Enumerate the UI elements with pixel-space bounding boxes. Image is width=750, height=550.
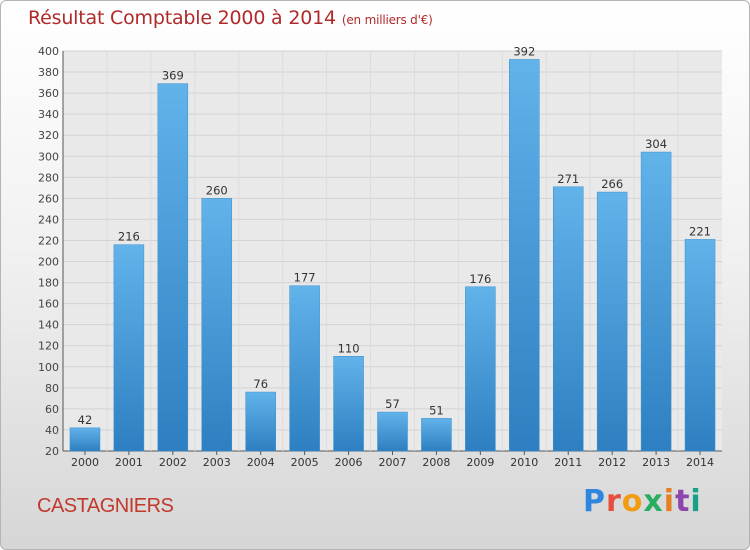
logo-letter: r — [606, 484, 622, 519]
bar-2005[interactable] — [289, 285, 320, 452]
x-tick-label: 2005 — [291, 456, 319, 469]
chart-unit-label: (en milliers d'€) — [341, 13, 433, 27]
bar-2008[interactable] — [421, 418, 452, 452]
x-tick-label: 2001 — [115, 456, 143, 469]
y-tick-label: 100 — [38, 361, 59, 374]
bar-2001[interactable] — [113, 244, 145, 452]
bar-value-label: 76 — [253, 377, 268, 391]
bar-value-label: 57 — [385, 397, 400, 411]
y-tick-label: 180 — [38, 277, 59, 290]
x-tick-label: 2002 — [159, 456, 187, 469]
y-tick-label: 260 — [38, 192, 59, 205]
y-tick-label: 120 — [38, 340, 59, 353]
logo-letter: o — [621, 484, 644, 519]
bar-2009[interactable] — [465, 286, 496, 452]
logo-letter: t — [675, 484, 691, 519]
proxiti-logo[interactable]: Proxiti — [583, 487, 702, 517]
y-tick-label: 140 — [38, 319, 59, 332]
bar-2013[interactable] — [640, 151, 672, 452]
bar-2011[interactable] — [552, 186, 584, 452]
chart-title-text: Résultat Comptable 2000 à 2014 — [28, 7, 336, 29]
bar-2000[interactable] — [69, 427, 101, 452]
chart-title: Résultat Comptable 2000 à 2014 (en millie… — [28, 7, 433, 29]
y-tick-label: 360 — [38, 87, 59, 100]
y-tick-label: 40 — [45, 424, 59, 437]
x-tick-label: 2006 — [335, 456, 363, 469]
bar-value-label: 216 — [118, 230, 140, 244]
bar-value-label: 304 — [645, 137, 667, 151]
bar-value-label: 177 — [294, 271, 316, 285]
y-tick-label: 220 — [38, 234, 59, 247]
bar-value-label: 110 — [338, 341, 360, 355]
logo-letter: x — [643, 484, 664, 519]
y-tick-label: 320 — [38, 129, 59, 142]
y-tick-label: 60 — [45, 403, 59, 416]
bar-value-label: 271 — [557, 172, 579, 186]
y-tick-label: 80 — [45, 382, 59, 395]
y-tick-label: 280 — [38, 171, 59, 184]
bar-value-label: 51 — [429, 403, 444, 417]
bar-layer — [69, 59, 716, 452]
x-tick-label: 2013 — [642, 456, 670, 469]
logo-letter: i — [663, 484, 676, 519]
label-layer: 20 40 60 80 100 120 140 160 180 200 220 240 260 280 30… — [38, 44, 714, 469]
x-tick-label: 2012 — [598, 456, 626, 469]
y-tick-label: 300 — [38, 150, 59, 163]
x-tick-label: 2007 — [379, 456, 407, 469]
x-tick-label: 2009 — [466, 456, 494, 469]
x-tick-label: 2000 — [71, 456, 99, 469]
bar-2003[interactable] — [201, 198, 233, 452]
x-tick-label: 2004 — [247, 456, 275, 469]
bar-value-label: 369 — [162, 69, 184, 83]
y-tick-label: 20 — [45, 445, 59, 458]
bar-2010[interactable] — [509, 59, 540, 452]
y-tick-label: 340 — [38, 108, 59, 121]
bar-2002[interactable] — [157, 83, 189, 452]
bar-2007[interactable] — [377, 411, 408, 452]
city-name: CASTAGNIERS — [37, 495, 174, 517]
bar-value-label: 266 — [601, 177, 623, 191]
y-tick-label: 160 — [38, 298, 59, 311]
bar-value-label: 176 — [469, 272, 491, 286]
bar-2014[interactable] — [684, 239, 716, 452]
bar-2006[interactable] — [333, 356, 364, 452]
x-tick-label: 2010 — [510, 456, 538, 469]
y-tick-label: 380 — [38, 66, 59, 79]
logo-letter: P — [583, 484, 606, 519]
bar-2004[interactable] — [245, 391, 276, 452]
y-tick-label: 400 — [38, 45, 59, 58]
x-tick-label: 2014 — [686, 456, 714, 469]
bar-value-label: 221 — [689, 224, 711, 238]
bar-value-label: 260 — [206, 183, 228, 197]
y-tick-label: 200 — [38, 256, 59, 269]
x-tick-label: 2008 — [422, 456, 450, 469]
bar-value-label: 392 — [513, 44, 535, 58]
bar-value-label: 42 — [78, 413, 93, 427]
logo-letter: i — [690, 484, 702, 519]
y-tick-label: 240 — [38, 213, 59, 226]
x-tick-label: 2011 — [554, 456, 582, 469]
bar-2012[interactable] — [596, 191, 628, 452]
x-tick-label: 2003 — [203, 456, 231, 469]
